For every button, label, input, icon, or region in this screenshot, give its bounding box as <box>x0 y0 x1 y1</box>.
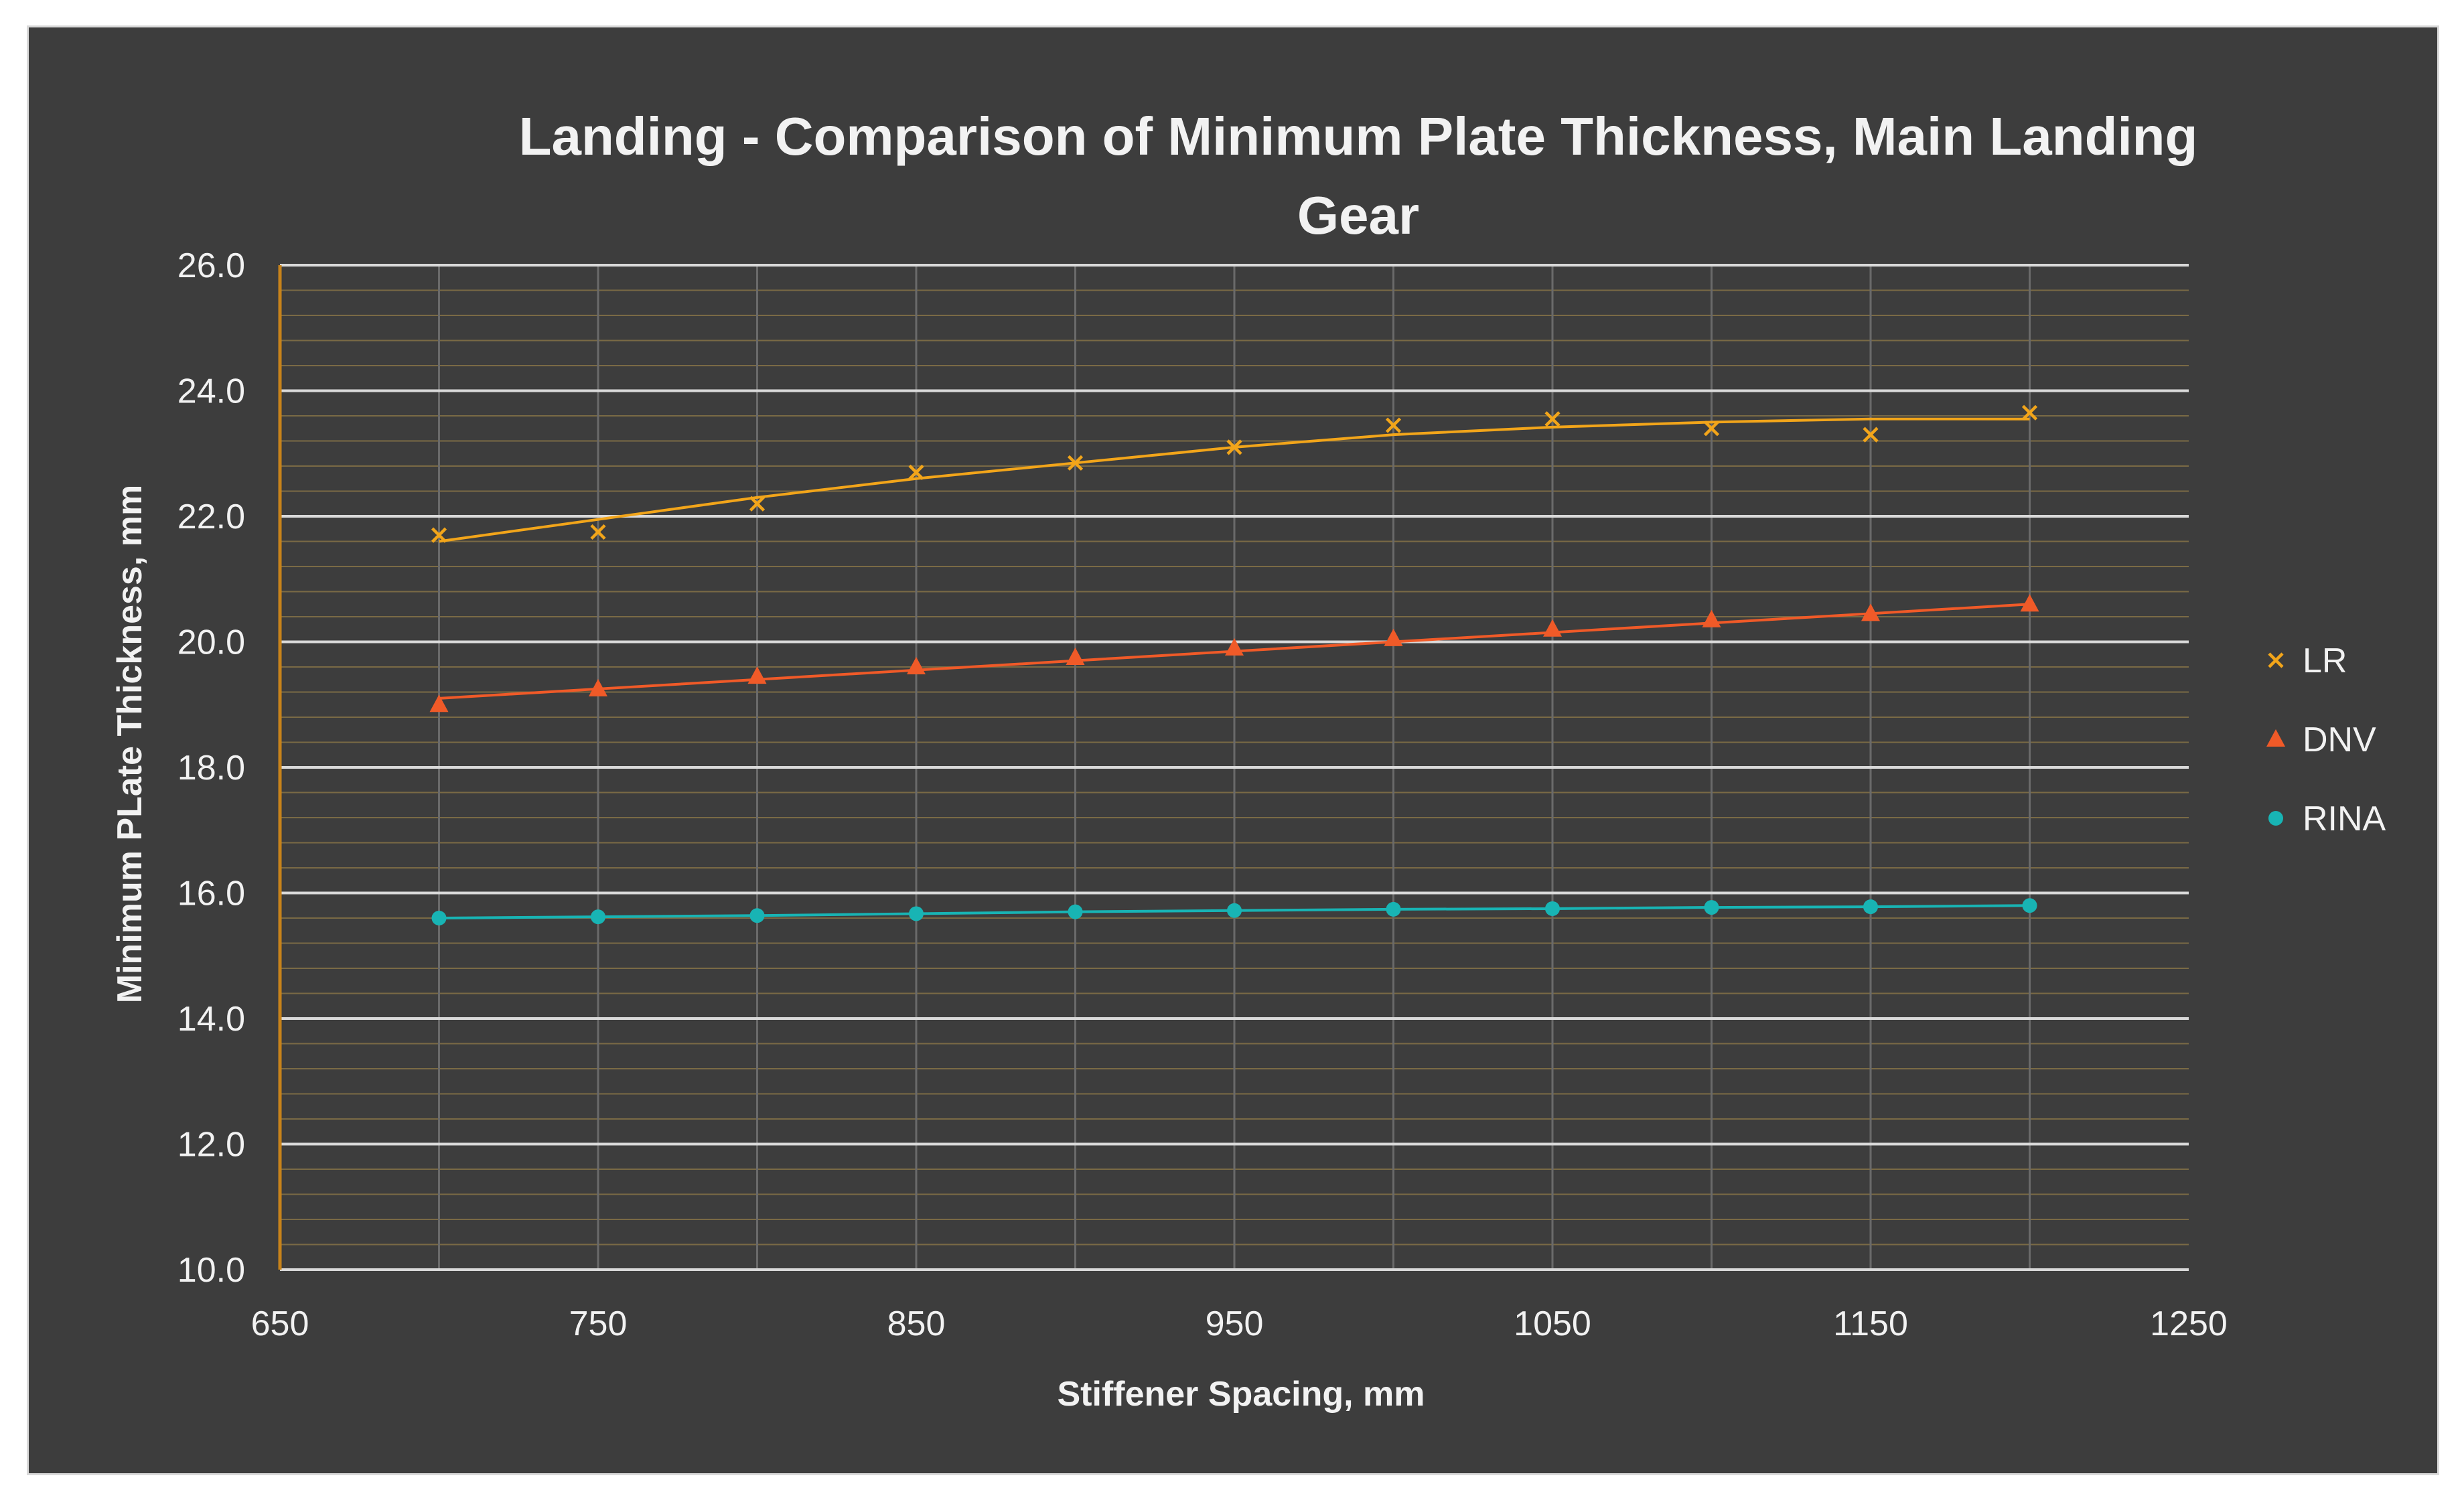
chart-frame: 10.0 12.0 14.0 16.0 18.0 20.0 22.0 24.0 26.0 650 7… <box>27 25 2439 1475</box>
data-point-rina <box>1545 901 1560 916</box>
x-tick-label: 850 <box>887 1304 946 1343</box>
data-point-rina <box>591 909 605 925</box>
data-point-lr <box>431 527 447 543</box>
data-point-rina <box>1704 900 1719 915</box>
data-point-lr <box>2021 404 2038 421</box>
legend-marker-rina <box>2268 811 2283 826</box>
data-point-lr <box>1385 417 1402 433</box>
chart-title-line: Landing - Comparison of Minimum Plate Th… <box>519 106 2198 166</box>
y-tick-label: 12.0 <box>177 1126 245 1165</box>
y-tick-label: 22.0 <box>177 498 245 536</box>
y-tick-label: 16.0 <box>177 875 245 913</box>
data-point-dnv <box>1861 603 1880 621</box>
chart-title-line: Gear <box>1297 185 1419 245</box>
grid-layer <box>280 264 2189 1271</box>
legend-marker-lr <box>2268 652 2284 668</box>
y-tick-label: 10.0 <box>177 1251 245 1290</box>
x-tick-label: 750 <box>569 1304 628 1343</box>
data-point-lr <box>1067 455 1084 471</box>
x-tick-label: 1050 <box>1514 1304 1591 1343</box>
legend-item-dnv: DNV <box>2266 721 2376 759</box>
data-point-lr <box>749 496 766 512</box>
chart: 10.0 12.0 14.0 16.0 18.0 20.0 22.0 24.0 26.0 650 7… <box>111 106 2386 1414</box>
series-layer <box>429 404 2039 925</box>
data-point-rina <box>749 908 765 923</box>
data-point-lr <box>1226 439 1242 455</box>
x-tick-label: 650 <box>251 1304 309 1343</box>
legend-item-lr: LR <box>2268 642 2347 680</box>
data-point-dnv <box>1066 647 1085 665</box>
x-tick-label: 1250 <box>2150 1304 2228 1343</box>
x-tick-label: 1150 <box>1833 1304 1908 1343</box>
data-point-dnv <box>747 666 767 684</box>
data-point-rina <box>1863 899 1878 915</box>
legend-label-rina: RINA <box>2303 800 2386 838</box>
y-tick-label: 24.0 <box>177 372 245 411</box>
legend-item-rina: RINA <box>2268 800 2386 838</box>
data-point-rina <box>1068 904 1083 919</box>
data-point-lr <box>590 524 606 540</box>
y-tick-label: 20.0 <box>177 623 245 662</box>
data-point-lr <box>1544 411 1561 427</box>
label-layer: 10.0 12.0 14.0 16.0 18.0 20.0 22.0 24.0 26.0 650 7… <box>111 106 2228 1414</box>
data-point-rina <box>1227 903 1242 918</box>
data-point-dnv <box>589 678 607 696</box>
data-point-dnv <box>1543 619 1562 637</box>
legend-label-dnv: DNV <box>2303 721 2376 759</box>
data-point-rina <box>909 906 924 921</box>
data-point-lr <box>1703 421 1720 437</box>
data-point-dnv <box>907 657 926 674</box>
data-point-dnv <box>1384 628 1403 646</box>
data-point-dnv <box>2020 594 2039 612</box>
data-point-lr <box>1863 427 1879 443</box>
legend-label-lr: LR <box>2303 642 2347 680</box>
data-point-rina <box>2022 898 2037 913</box>
x-tick-label: 950 <box>1206 1304 1264 1343</box>
data-point-rina <box>1386 901 1401 917</box>
data-point-dnv <box>429 694 449 712</box>
legend-layer: LR DNV RINA <box>2266 642 2386 838</box>
data-point-dnv <box>1702 609 1721 627</box>
legend-marker-dnv <box>2266 729 2285 747</box>
data-point-dnv <box>1225 637 1244 656</box>
y-tick-label: 18.0 <box>177 749 245 787</box>
y-axis-title: Minimum PLate Thickness, mm <box>111 485 149 1003</box>
x-axis-title: Stiffener Spacing, mm <box>1058 1375 1425 1414</box>
y-tick-label: 26.0 <box>177 246 245 285</box>
y-tick-label: 14.0 <box>177 1000 245 1039</box>
data-point-lr <box>908 464 924 480</box>
data-point-rina <box>431 911 447 925</box>
